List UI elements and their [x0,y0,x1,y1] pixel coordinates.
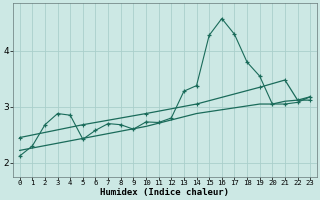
X-axis label: Humidex (Indice chaleur): Humidex (Indice chaleur) [100,188,229,197]
